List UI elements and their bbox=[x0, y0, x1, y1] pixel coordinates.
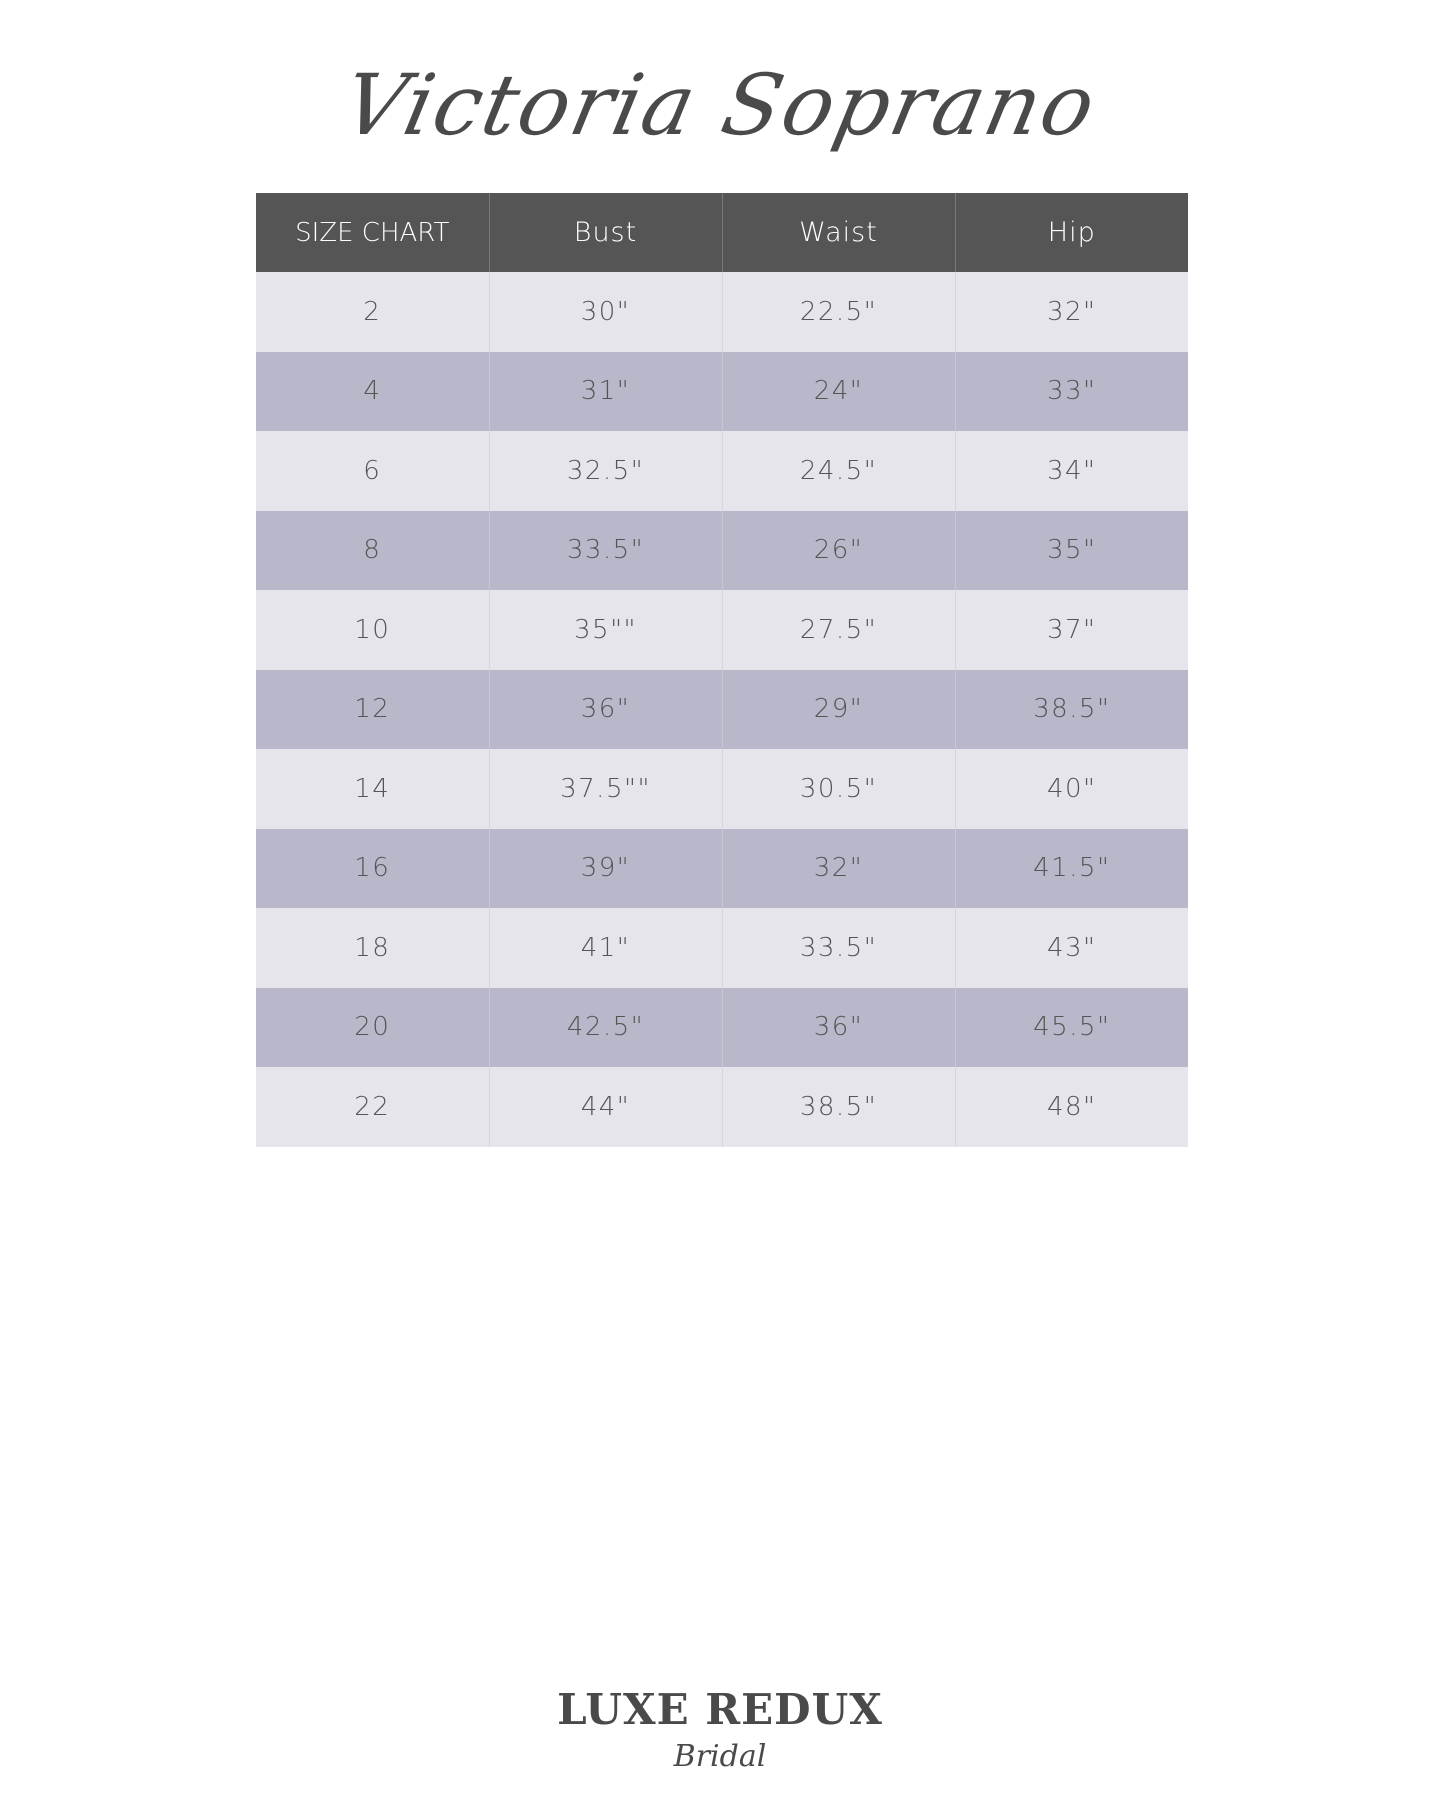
table-row: 6 32.5" 24.5" 34" bbox=[256, 431, 1188, 511]
table-body: 2 30" 22.5" 32" 4 31" 24" 33" 6 32.5" 24.5" 34" 8 33.… bbox=[256, 272, 1188, 1147]
cell-bust: 32.5" bbox=[488, 431, 722, 511]
table-row: 16 39" 32" 41.5" bbox=[256, 828, 1188, 908]
cell-hip: 34" bbox=[954, 431, 1188, 511]
cell-size: 16 bbox=[256, 828, 489, 908]
cell-bust: 39" bbox=[488, 828, 722, 908]
size-chart-table: SIZE CHART Bust Waist Hip 2 30" 22.5" 32" 4 3… bbox=[256, 193, 1188, 1147]
cell-waist: 33.5" bbox=[721, 908, 955, 988]
cell-waist: 26" bbox=[721, 510, 955, 590]
cell-waist: 38.5" bbox=[721, 1067, 955, 1147]
table-row: 18 41" 33.5" 43" bbox=[256, 908, 1188, 988]
cell-bust: 36" bbox=[488, 669, 722, 749]
brand-logo: LUXE REDUX Bridal bbox=[0, 1685, 1440, 1775]
cell-bust: 44" bbox=[488, 1067, 722, 1147]
cell-hip: 37" bbox=[954, 590, 1188, 670]
cell-hip: 32" bbox=[954, 272, 1188, 352]
header-size: SIZE CHART bbox=[256, 193, 489, 272]
cell-hip: 33" bbox=[954, 351, 1188, 431]
cell-hip: 41.5" bbox=[954, 828, 1188, 908]
table-row: 20 42.5" 36" 45.5" bbox=[256, 987, 1188, 1067]
cell-waist: 36" bbox=[721, 987, 955, 1067]
cell-size: 18 bbox=[256, 908, 489, 988]
cell-bust: 31" bbox=[488, 351, 722, 431]
cell-bust: 33.5" bbox=[488, 510, 722, 590]
table-row: 14 37.5"" 30.5" 40" bbox=[256, 749, 1188, 829]
cell-size: 14 bbox=[256, 749, 489, 829]
cell-waist: 27.5" bbox=[721, 590, 955, 670]
header-hip: Hip bbox=[954, 193, 1188, 272]
cell-waist: 24.5" bbox=[721, 431, 955, 511]
cell-waist: 32" bbox=[721, 828, 955, 908]
cell-waist: 22.5" bbox=[721, 272, 955, 352]
cell-size: 8 bbox=[256, 510, 489, 590]
header-waist: Waist bbox=[721, 193, 955, 272]
cell-hip: 40" bbox=[954, 749, 1188, 829]
cell-waist: 24" bbox=[721, 351, 955, 431]
table-row: 12 36" 29" 38.5" bbox=[256, 669, 1188, 749]
cell-size: 2 bbox=[256, 272, 489, 352]
logo-main: LUXE REDUX bbox=[557, 1685, 883, 1734]
cell-bust: 41" bbox=[488, 908, 722, 988]
cell-hip: 35" bbox=[954, 510, 1188, 590]
cell-waist: 29" bbox=[721, 669, 955, 749]
cell-hip: 48" bbox=[954, 1067, 1188, 1147]
cell-bust: 42.5" bbox=[488, 987, 722, 1067]
page-title: Victoria Soprano bbox=[334, 56, 1106, 154]
cell-hip: 43" bbox=[954, 908, 1188, 988]
cell-size: 22 bbox=[256, 1067, 489, 1147]
cell-hip: 38.5" bbox=[954, 669, 1188, 749]
table-header-row: SIZE CHART Bust Waist Hip bbox=[256, 193, 1188, 272]
table-row: 4 31" 24" 33" bbox=[256, 351, 1188, 431]
cell-size: 20 bbox=[256, 987, 489, 1067]
cell-bust: 30" bbox=[488, 272, 722, 352]
cell-waist: 30.5" bbox=[721, 749, 955, 829]
header-bust: Bust bbox=[488, 193, 722, 272]
cell-bust: 35"" bbox=[488, 590, 722, 670]
cell-size: 6 bbox=[256, 431, 489, 511]
table-row: 2 30" 22.5" 32" bbox=[256, 272, 1188, 352]
table-row: 22 44" 38.5" 48" bbox=[256, 1067, 1188, 1147]
cell-size: 10 bbox=[256, 590, 489, 670]
table-row: 10 35"" 27.5" 37" bbox=[256, 590, 1188, 670]
cell-bust: 37.5"" bbox=[488, 749, 722, 829]
cell-size: 4 bbox=[256, 351, 489, 431]
cell-hip: 45.5" bbox=[954, 987, 1188, 1067]
logo-sub: Bridal bbox=[673, 1739, 767, 1774]
cell-size: 12 bbox=[256, 669, 489, 749]
table-row: 8 33.5" 26" 35" bbox=[256, 510, 1188, 590]
